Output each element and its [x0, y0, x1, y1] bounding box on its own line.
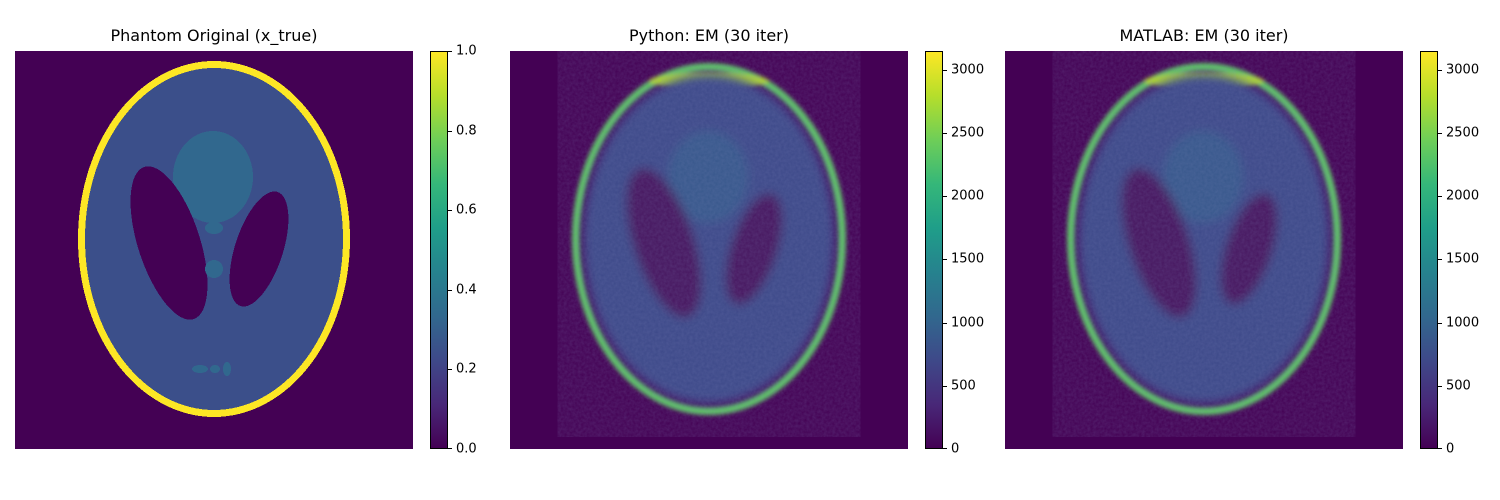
colorbar-tick-mark — [943, 322, 947, 324]
colorbar-tick-mark — [1438, 69, 1442, 71]
colorbar-tick-label: 0.8 — [456, 123, 477, 139]
python-em-heatmap-svg — [510, 51, 908, 449]
colorbar-tick-label: 500 — [1446, 378, 1471, 394]
colorbar-tick-mark — [943, 133, 947, 135]
colorbar-tick-mark — [1438, 322, 1442, 324]
colorbar-tick-label: 500 — [951, 378, 976, 394]
colorbar — [430, 51, 448, 449]
colorbar-tick-label: 2000 — [951, 188, 985, 204]
colorbar-tick-mark — [943, 69, 947, 71]
colorbar-tick-label: 2000 — [1446, 188, 1480, 204]
colorbar-tick-mark — [448, 51, 452, 52]
colorbar-tick-mark — [943, 259, 947, 261]
colorbar-tick-label: 3000 — [951, 62, 985, 78]
phantom-brain — [85, 68, 343, 410]
colorbar-tick-mark — [448, 369, 452, 371]
colorbar-tick-mark — [1438, 259, 1442, 261]
colorbar-tick-label: 2500 — [1446, 125, 1480, 141]
colorbar-tick-mark — [448, 289, 452, 291]
phantom-dot-5 — [223, 362, 231, 376]
phantom-dot-4 — [210, 365, 220, 373]
colorbar-tick-mark — [1438, 385, 1442, 387]
phantom-dot-2 — [205, 260, 223, 278]
colorbar-tick-label: 0 — [951, 441, 960, 457]
heatmap-image — [15, 51, 413, 449]
colorbar-tick-mark — [943, 385, 947, 387]
colorbar-tick-label: 1000 — [1446, 315, 1480, 331]
colorbar-tick-label: 3000 — [1446, 62, 1480, 78]
phantom-upper-ellipse — [173, 131, 253, 223]
colorbar-tick-mark — [448, 130, 452, 132]
phantom-dot-3 — [192, 365, 208, 373]
heatmap-image — [510, 51, 908, 449]
colorbar-tick-label: 1500 — [1446, 251, 1480, 267]
phantom-heatmap-svg — [15, 51, 413, 449]
colorbar-tick-mark — [943, 448, 947, 449]
em-noise — [583, 74, 835, 404]
em-ring-outer — [1067, 63, 1341, 415]
heatmap-image — [1005, 51, 1403, 449]
colorbar-tick-mark — [1438, 133, 1442, 135]
chart-title: Phantom Original (x_true) — [110, 26, 318, 45]
colorbar-tick-label: 1500 — [951, 251, 985, 267]
colorbar-tick-label: 0.0 — [456, 441, 477, 457]
colorbar-tick-label: 1000 — [951, 315, 985, 331]
colorbar-tick-label: 0.6 — [456, 202, 477, 218]
colorbar-tick-mark — [1438, 196, 1442, 198]
chart-title: Python: EM (30 iter) — [628, 26, 789, 45]
colorbar — [1420, 51, 1438, 449]
chart-title: MATLAB: EM (30 iter) — [1119, 26, 1289, 45]
colorbar-tick-mark — [943, 196, 947, 198]
em-noise — [1078, 74, 1330, 404]
em-ring-outer — [572, 63, 846, 415]
colorbar-tick-mark — [1438, 448, 1442, 449]
colorbar-tick-label: 0.2 — [456, 361, 477, 377]
colorbar — [925, 51, 943, 449]
colorbar-tick-mark — [448, 210, 452, 212]
colorbar-tick-label: 1.0 — [456, 43, 477, 59]
colorbar-tick-label: 0 — [1446, 441, 1455, 457]
phantom-left-ellipse — [130, 166, 208, 320]
colorbar-tick-label: 2500 — [951, 125, 985, 141]
matlab-em-heatmap-svg — [1005, 51, 1403, 449]
phantom-right-ellipse — [229, 191, 289, 307]
colorbar-tick-mark — [448, 448, 452, 449]
colorbar-tick-label: 0.4 — [456, 282, 477, 298]
phantom-dot-1 — [205, 222, 223, 234]
